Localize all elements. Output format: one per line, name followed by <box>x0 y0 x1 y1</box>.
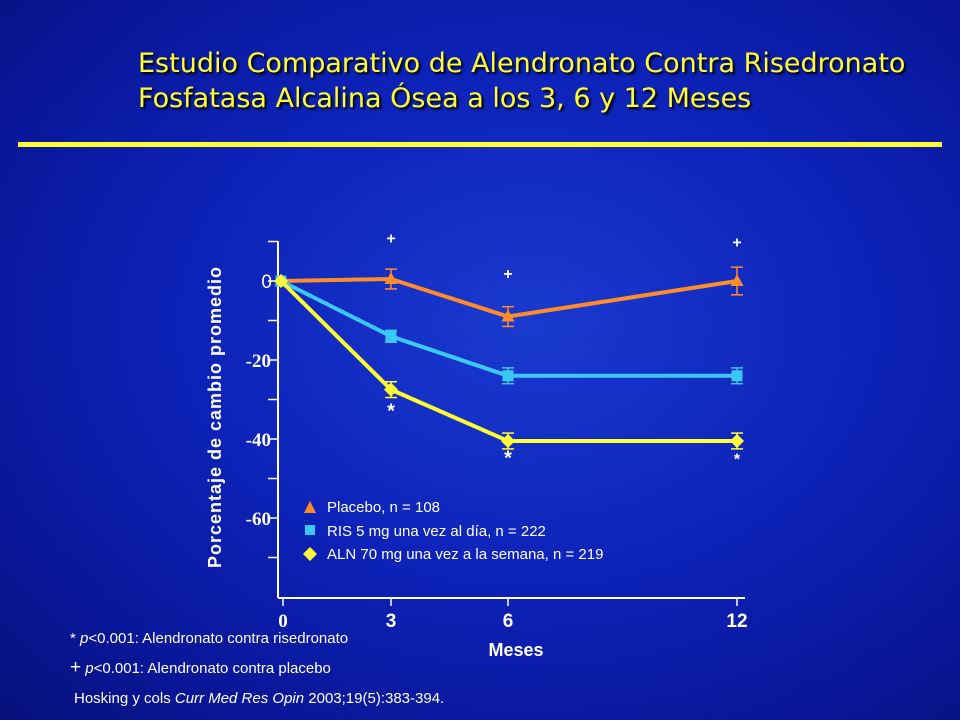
x-tick-label: 0 <box>278 611 288 632</box>
series-placebo-line <box>280 277 738 319</box>
legend-placebo-label: Placebo, n = 108 <box>327 499 440 516</box>
x-axis-label: Meses <box>488 640 543 660</box>
y-ticks: 0 -20 -40 -60 <box>246 240 278 559</box>
footnote-plus-p: p <box>85 660 94 677</box>
x-tick-label: 3 <box>386 611 397 632</box>
significance-plus: + <box>503 266 512 283</box>
footnote-star-p: p <box>80 630 89 647</box>
y-tick-label: -60 <box>246 509 271 530</box>
series-ris-point <box>502 370 514 382</box>
reference-authors: Hosking y cols <box>74 690 175 707</box>
series-placebo-point <box>501 309 515 322</box>
series-ris-line <box>280 279 737 378</box>
series-aln-point <box>501 433 515 448</box>
legend-ris-symbol <box>305 525 315 535</box>
annotations-layer: + + + * * * <box>386 230 741 469</box>
footnote-plus-symbol: + <box>70 657 82 678</box>
x-ticks: 0 3 6 12 <box>278 598 748 632</box>
significance-star: * <box>734 452 741 469</box>
legend-aln-label: ALN 70 mg una vez a la semana, n = 219 <box>327 546 603 563</box>
series-layer <box>274 266 744 450</box>
title-line-2: Fosfatasa Alcalina Ósea a los 3, 6 y 12 … <box>138 83 752 114</box>
y-axis-label: Porcentaje de cambio promedio <box>205 266 225 568</box>
slide-title: Estudio Comparativo de Alendronato Contr… <box>138 46 905 116</box>
footnote-plus-text: <0.001: Alendronato contra placebo <box>93 660 331 677</box>
reference-details: 2003;19(5):383-394. <box>304 690 445 707</box>
y-tick-label: 0 <box>261 272 272 293</box>
series-aln-point <box>274 274 288 288</box>
significance-star: * <box>504 448 512 470</box>
y-tick-label: -20 <box>246 351 271 372</box>
legend-placebo-symbol <box>304 501 316 513</box>
significance-plus: + <box>732 234 741 251</box>
y-tick-label: -40 <box>246 430 271 451</box>
series-ris-point <box>731 370 743 382</box>
series-aln-point <box>384 382 398 397</box>
footnote-plus: + p<0.001: Alendronato contra placebo <box>70 657 331 679</box>
series-aln-point <box>730 433 744 448</box>
legend-ris-label: RIS 5 mg una vez al día, n = 222 <box>327 523 546 540</box>
reference-journal: Curr Med Res Opin <box>174 690 305 707</box>
title-line-1: Estudio Comparativo de Alendronato Contr… <box>138 48 906 79</box>
x-tick-label: 6 <box>503 611 514 632</box>
series-aln <box>274 274 744 450</box>
series-aln-line <box>279 279 737 443</box>
footnote-star: * p<0.001: Alendronato contra risedronat… <box>70 630 348 647</box>
series-placebo-point <box>384 272 398 285</box>
significance-star: * <box>387 400 395 422</box>
series-placebo-point <box>730 274 744 286</box>
chart-axes <box>277 241 745 599</box>
significance-plus: + <box>386 230 395 247</box>
x-tick-label: 12 <box>726 611 747 632</box>
footnote-star-text: <0.001: Alendronato contra risedronato <box>88 630 349 647</box>
series-ris-point <box>385 330 397 342</box>
legend-aln-symbol <box>303 547 317 561</box>
reference-citation: Hosking y cols Curr Med Res Opin 2003;19… <box>74 690 444 707</box>
title-divider <box>18 142 942 147</box>
legend: Placebo, n = 108 RIS 5 mg una vez al día,… <box>303 499 603 563</box>
footnote-star-symbol: * <box>70 630 76 647</box>
